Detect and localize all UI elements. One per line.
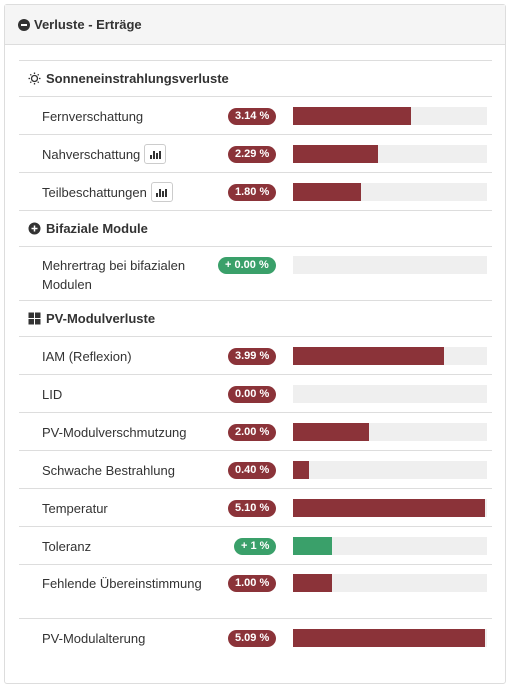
progress-bar [293,256,487,274]
section-title: Bifaziale Module [46,221,148,236]
row-label-text: IAM (Reflexion) [42,348,132,364]
row-label-text: Temperatur [42,500,108,516]
progress-bar [293,629,487,647]
section-title: PV-Modulverluste [46,311,156,326]
row-label-text: Nahverschattung [42,146,141,162]
panel-header[interactable]: Verluste - Erträge [5,5,505,45]
bar-chart-button[interactable] [144,144,167,164]
row-label: PV-Modulalterung [42,619,145,657]
loss-row-pv-modulalterung: PV-Modulalterung 5.09 % [19,618,492,656]
row-label-text: Fehlende Übereinstimmung [42,576,202,591]
progress-fill [293,183,361,201]
row-label: Temperatur [42,489,108,527]
section-pv-modulverluste: PV-Modulverluste [19,300,492,336]
row-label-text: PV-Modulalterung [42,630,146,646]
row-label-text: PV-Modulverschmutzung [42,424,187,440]
loss-row-toleranz: Toleranz + 1 % [19,526,492,564]
row-label: Fehlende Übereinstimmung [42,574,212,593]
row-label-text: Toleranz [42,538,92,554]
row-label: IAM (Reflexion) [42,337,132,375]
progress-fill [293,574,332,592]
progress-fill [293,537,332,555]
progress-fill [293,629,486,647]
row-label: Mehrertrag bei bifazialen Modulen [42,256,212,294]
progress-fill [293,423,369,441]
row-label: Toleranz [42,527,91,565]
loss-row-fernverschattung: Fernverschattung 3.14 % [19,96,492,134]
loss-row-teilbeschattungen: Teilbeschattungen 1.80 % [19,172,492,210]
value-badge: 1.80 % [228,184,277,201]
bar-chart-icon [156,189,168,197]
value-badge: 2.00 % [228,424,277,441]
row-label: Teilbeschattungen [42,173,173,211]
losses-list: Sonneneinstrahlungsverluste Fernverschatt… [19,60,492,656]
row-label: Nahverschattung [42,135,167,173]
progress-bar [293,537,487,555]
progress-fill [293,145,379,163]
loss-row-mehrertrag-bei-bifazialen-modulen: Mehrertrag bei bifazialen Modulen + 0.00 … [19,246,492,300]
loss-row-temperatur: Temperatur 5.10 % [19,488,492,526]
value-badge: 3.99 % [228,348,277,365]
row-label-text: Teilbeschattungen [42,184,147,200]
loss-row-schwache-bestrahlung: Schwache Bestrahlung 0.40 % [19,450,492,488]
section-sonneneinstrahlungsverluste: Sonneneinstrahlungsverluste [19,60,492,96]
value-badge: 5.09 % [228,630,277,647]
value-badge: + 1 % [234,538,277,555]
row-label-text: LID [42,386,63,402]
value-badge: 5.10 % [228,500,277,517]
progress-bar [293,574,487,592]
bar-chart-icon [149,151,161,159]
losses-panel: Verluste - Erträge Sonneneinstrahlungsve… [4,4,506,684]
progress-fill [293,461,309,479]
loss-row-iam-reflexion: IAM (Reflexion) 3.99 % [19,336,492,374]
value-badge: 1.00 % [228,575,277,592]
row-label-text: Mehrertrag bei bifazialen Modulen [42,258,186,292]
progress-fill [293,347,445,365]
progress-bar [293,347,487,365]
row-label: Fernverschattung [42,97,143,135]
row-label: LID [42,375,62,413]
value-badge: 2.29 % [228,146,277,163]
progress-bar [293,183,487,201]
loss-row-nahverschattung: Nahverschattung 2.29 % [19,134,492,172]
section-title: Sonneneinstrahlungsverluste [46,71,229,86]
bar-chart-button[interactable] [150,182,173,202]
row-label-text: Fernverschattung [42,108,144,124]
value-badge: + 0.00 % [218,257,276,274]
row-label: Schwache Bestrahlung [42,451,175,489]
progress-bar [293,145,487,163]
progress-bar [293,461,487,479]
minus-circle-icon[interactable] [18,18,30,31]
row-label-text: Schwache Bestrahlung [42,462,175,478]
section-bifaziale-module: Bifaziale Module [19,210,492,246]
loss-row-fehlende-ubereinstimmung: Fehlende Übereinstimmung 1.00 % [19,564,492,618]
row-label: PV-Modulverschmutzung [42,413,187,451]
plus-circle-icon [28,222,41,235]
value-badge: 3.14 % [228,108,277,125]
progress-bar [293,385,487,403]
progress-bar [293,107,487,125]
progress-fill [293,107,412,125]
grid-icon [28,312,41,325]
loss-row-lid: LID 0.00 % [19,374,492,412]
progress-bar [293,499,487,517]
sun-icon [28,72,41,85]
progress-fill [293,499,486,517]
panel-title: Verluste - Erträge [34,17,142,32]
progress-bar [293,423,487,441]
value-badge: 0.40 % [228,462,277,479]
value-badge: 0.00 % [228,386,277,403]
loss-row-pv-modulverschmutzung: PV-Modulverschmutzung 2.00 % [19,412,492,450]
